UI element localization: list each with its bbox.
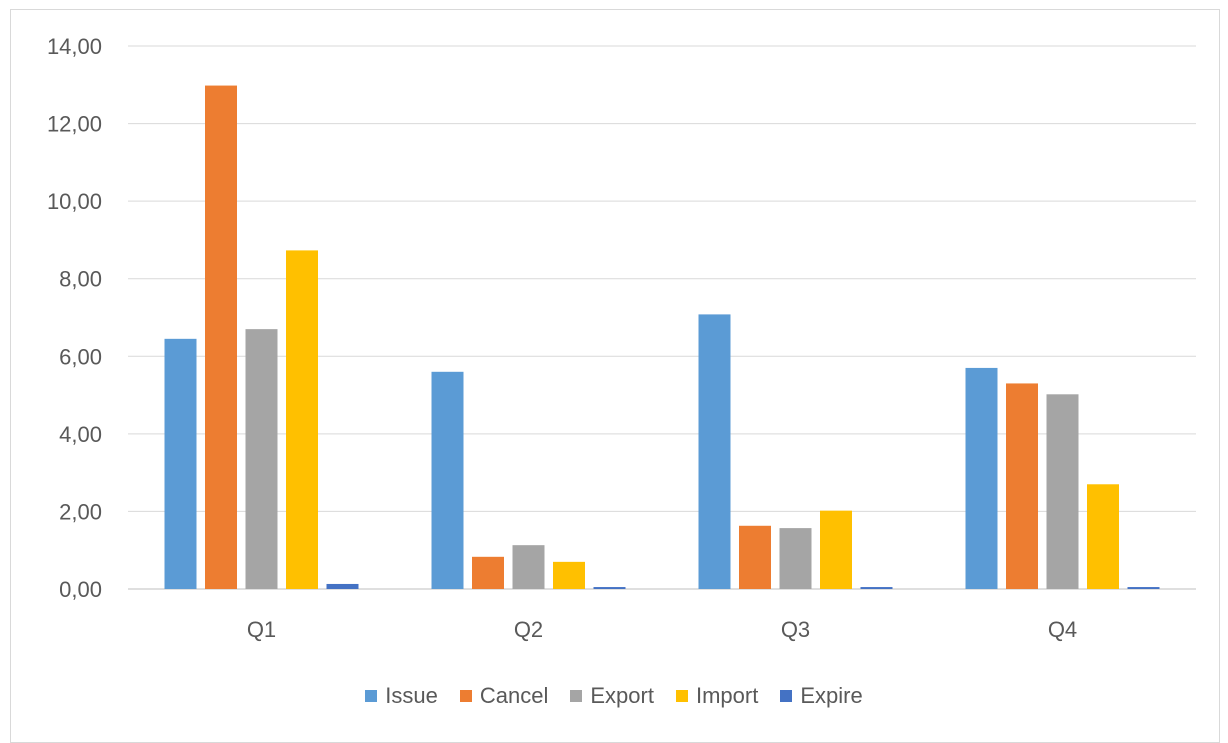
legend-item-issue: Issue	[365, 683, 438, 709]
legend-item-export: Export	[570, 683, 654, 709]
x-tick-label: Q1	[247, 617, 276, 642]
y-tick-label: 6,00	[59, 344, 102, 369]
bars	[164, 85, 1160, 590]
bar-import-q3	[820, 510, 852, 589]
y-tick-label: 14,00	[47, 34, 102, 59]
legend-swatch	[570, 690, 583, 702]
y-tick-label: 0,00	[59, 577, 102, 602]
bar-expire-q2	[593, 587, 626, 589]
bar-issue-q3	[698, 314, 731, 589]
bar-issue-q4	[965, 367, 998, 589]
legend-item-import: Import	[675, 683, 759, 709]
bar-export-q4	[1046, 394, 1079, 589]
y-tick-label: 4,00	[59, 422, 102, 447]
x-tick-label: Q3	[781, 617, 810, 642]
bar-expire-q1	[326, 583, 359, 589]
legend-item-expire: Expire	[780, 683, 863, 709]
bar-cancel-q4	[1006, 383, 1038, 589]
y-tick-label: 10,00	[47, 189, 102, 214]
y-tick-label: 8,00	[59, 267, 102, 292]
bar-expire-q3	[860, 587, 893, 589]
x-tick-label: Q2	[514, 617, 543, 642]
bar-export-q3	[779, 528, 812, 589]
y-tick-label: 12,00	[47, 112, 102, 137]
bar-export-q2	[512, 545, 545, 589]
bar-export-q1	[245, 329, 278, 589]
legend-label: Expire	[800, 683, 863, 708]
bar-import-q2	[553, 561, 585, 589]
bar-cancel-q1	[205, 85, 237, 589]
legend-swatch	[675, 690, 688, 702]
legend-label: Cancel	[479, 683, 549, 708]
y-axis-tick-labels: 0,00 2,00 4,00 6,00 8,00 10,00 12,00 14,00	[47, 34, 102, 602]
legend-label: Import	[695, 683, 759, 708]
legend-swatch	[365, 690, 378, 702]
y-tick-label: 2,00	[59, 499, 102, 524]
bar-issue-q2	[431, 371, 464, 589]
bar-issue-q1	[164, 338, 197, 589]
legend: Issue Cancel Export Import Expire	[0, 676, 1228, 716]
bar-cancel-q2	[472, 556, 504, 589]
legend-swatch	[780, 690, 793, 702]
bar-import-q1	[286, 250, 318, 590]
x-tick-label: Q4	[1048, 617, 1077, 642]
bar-expire-q4	[1127, 587, 1160, 589]
x-axis-tick-labels: Q1 Q2 Q3 Q4	[247, 617, 1077, 642]
legend-label: Export	[590, 683, 654, 708]
legend-item-cancel: Cancel	[459, 683, 549, 709]
bar-cancel-q3	[739, 525, 771, 589]
bar-import-q4	[1087, 484, 1119, 589]
legend-swatch	[459, 690, 472, 702]
legend-label: Issue	[385, 683, 438, 708]
